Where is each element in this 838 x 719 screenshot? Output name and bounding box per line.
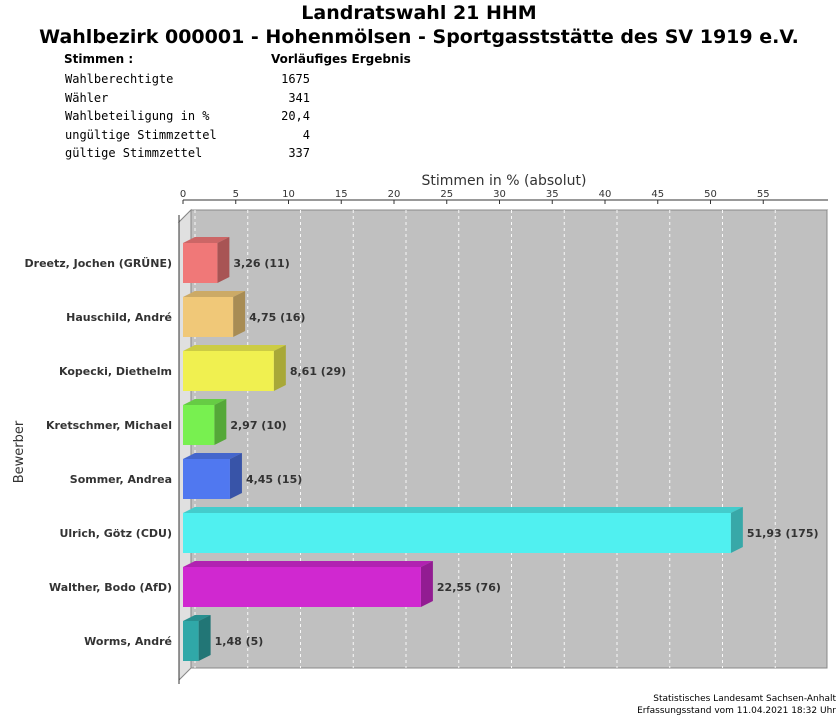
stats-row: gültige Stimmzettel 337 [65,146,310,165]
y-tick-label: Ulrich, Götz (CDU) [59,527,172,540]
bar-value-label: 8,61 (29) [290,365,346,378]
y-tick-label: Kretschmer, Michael [46,419,172,432]
x-tick-label: 15 [335,189,348,200]
bar [183,243,218,283]
bar [183,513,731,553]
stats-label: Wahlberechtigte [65,72,174,86]
x-tick-label: 5 [233,189,239,200]
y-axis-title: Bewerber [12,420,27,483]
bar-top-face [183,507,743,513]
stats-row: Wahlbeteiligung in % 20,4 [65,109,310,128]
bar-value-label: 2,97 (10) [230,419,286,432]
bar-side-face [214,399,227,445]
x-tick-label: 0 [180,189,186,200]
stats-row: Wahlberechtigte 1675 [65,72,310,91]
plot-area: 0 5 10 15 20 25 30 35 40 45 50 55 3,26 (11) Dreetz, J… [25,189,829,684]
bar-value-label: 22,55 (76) [437,581,501,594]
x-tick-label: 10 [282,189,295,200]
bar [183,567,421,607]
bar-side-face [420,561,433,607]
bar-top-face [183,615,211,621]
bar-top-face [183,345,286,351]
bar-side-face [730,507,743,553]
stats-header-left: Stimmen : [64,52,134,66]
bar-side-face [229,453,242,499]
bar-side-face [233,291,246,337]
stats-value: 20,4 [281,109,310,123]
y-tick-label: Sommer, Andrea [70,473,172,486]
x-tick-label: 40 [599,189,612,200]
bar-value-label: 4,45 (15) [246,473,302,486]
chart-subtitle: Wahlbezirk 000001 - Hohenmölsen - Sportg… [39,26,799,48]
y-tick-label: Walther, Bodo (AfD) [49,581,172,594]
stats-header: Stimmen : Vorläufiges Ergebnis [64,52,411,66]
stats-label: Wahlbeteiligung in % [65,109,210,123]
bar-top-face [183,291,246,297]
bar-value-label: 51,93 (175) [747,527,819,540]
y-tick-label: Kopecki, Diethelm [59,365,172,378]
stats-value: 4 [302,127,310,142]
x-tick-label: 30 [493,189,506,200]
stats-row: ungültige Stimmzettel 4 [65,128,310,147]
x-tick-label: 50 [704,189,717,200]
y-tick-label: Dreetz, Jochen (GRÜNE) [25,256,172,270]
x-axis-title: Stimmen in % (absolut) [422,173,587,189]
stats-label: gültige Stimmzettel [65,146,203,160]
stats-value: 337 [288,146,310,160]
bar-side-face [198,615,211,661]
stats-value: 1675 [281,72,310,86]
bar-value-label: 3,26 (11) [233,257,289,270]
x-tick-label: 25 [440,189,453,200]
stats-label: ungültige Stimmzettel [65,127,217,142]
stats-row: Wähler 341 [65,91,310,110]
y-tick-label: Worms, André [84,635,172,648]
bar-side-face [217,237,230,283]
bar-side-face [273,345,286,391]
bar [183,621,199,661]
x-tick-label: 45 [651,189,664,200]
stats-table: Wahlberechtigte 1675 Wähler 341 Wahlbete… [65,72,310,165]
bar [183,351,274,391]
bar-top-face [183,237,230,243]
bar [183,405,215,445]
x-tick-label: 20 [388,189,401,200]
stats-label: Wähler [65,90,109,105]
stats-header-right: Vorläufiges Ergebnis [271,52,411,66]
bar-value-label: 1,48 (5) [215,635,264,648]
footer-source: Statistisches Landesamt Sachsen-Anhalt [653,694,836,704]
bar-top-face [183,399,227,405]
y-tick-label: Hauschild, André [66,311,172,324]
bar-top-face [183,453,242,459]
x-tick-label: 35 [546,189,559,200]
bar [183,297,234,337]
stats-value: 341 [288,90,310,105]
chart-title: Landratswahl 21 HHM [301,2,537,24]
bar-top-face [183,561,433,567]
bar [183,459,230,499]
footer-timestamp: Erfassungsstand vom 11.04.2021 18:32 Uhr [637,706,836,716]
bar-value-label: 4,75 (16) [249,311,305,324]
x-tick-label: 55 [757,189,770,200]
